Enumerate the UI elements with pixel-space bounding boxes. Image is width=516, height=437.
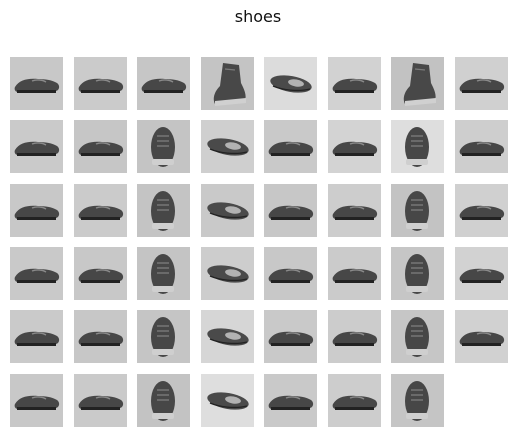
shoe-thumbnail bbox=[455, 57, 508, 110]
shoe-photo bbox=[405, 381, 429, 421]
shoe-thumbnail bbox=[201, 184, 254, 237]
shoe-thumbnail bbox=[201, 57, 254, 110]
shoe-photo bbox=[207, 392, 249, 410]
shoe-thumbnail bbox=[264, 120, 317, 173]
shoe-photo bbox=[405, 127, 429, 167]
shoe-photo bbox=[14, 395, 60, 410]
shoe-photo bbox=[332, 331, 378, 346]
shoe-thumbnail bbox=[391, 247, 444, 300]
shoe-thumbnail bbox=[74, 184, 127, 237]
shoe-thumbnail bbox=[455, 120, 508, 173]
shoe-photo bbox=[268, 205, 314, 220]
shoe-thumbnail bbox=[201, 374, 254, 427]
shoe-photo bbox=[332, 205, 378, 220]
shoe-photo bbox=[151, 317, 175, 357]
shoe-thumbnail bbox=[137, 247, 190, 300]
shoe-thumbnail bbox=[455, 184, 508, 237]
shoe-thumbnail bbox=[74, 57, 127, 110]
shoe-thumbnail bbox=[10, 120, 63, 173]
shoe-photo bbox=[268, 268, 314, 283]
shoe-thumbnail bbox=[137, 310, 190, 363]
shoe-photo bbox=[207, 265, 249, 283]
shoe-thumbnail bbox=[74, 374, 127, 427]
shoe-thumbnail bbox=[10, 57, 63, 110]
shoe-thumbnail bbox=[74, 310, 127, 363]
shoe-thumbnail bbox=[201, 120, 254, 173]
shoe-thumbnail bbox=[264, 247, 317, 300]
shoe-photo bbox=[151, 381, 175, 421]
shoe-photo bbox=[207, 202, 249, 220]
shoe-thumbnail bbox=[328, 184, 381, 237]
shoe-photo bbox=[213, 63, 246, 106]
shoe-thumbnail bbox=[455, 247, 508, 300]
shoe-photo bbox=[332, 268, 378, 283]
shoe-photo bbox=[151, 191, 175, 231]
shoe-photo bbox=[459, 205, 505, 220]
shoe-thumbnail bbox=[10, 310, 63, 363]
shoe-photo bbox=[405, 254, 429, 294]
shoe-photo bbox=[151, 254, 175, 294]
shoe-thumbnail bbox=[328, 374, 381, 427]
shoe-thumbnail bbox=[74, 247, 127, 300]
shoe-thumbnail bbox=[391, 310, 444, 363]
shoe-photo bbox=[141, 78, 187, 93]
shoe-photo bbox=[78, 395, 124, 410]
shoe-photo bbox=[332, 395, 378, 410]
shoe-thumbnail bbox=[455, 310, 508, 363]
shoe-thumbnail bbox=[201, 247, 254, 300]
shoe-photo bbox=[403, 63, 436, 106]
shoe-photo bbox=[459, 78, 505, 93]
shoe-photo bbox=[14, 331, 60, 346]
shoe-thumbnail bbox=[137, 120, 190, 173]
shoe-thumbnail bbox=[10, 374, 63, 427]
shoe-photo bbox=[78, 205, 124, 220]
shoe-photo bbox=[207, 328, 249, 346]
shoe-thumbnail bbox=[137, 374, 190, 427]
shoe-photo bbox=[14, 78, 60, 93]
shoe-thumbnail bbox=[391, 57, 444, 110]
shoe-thumbnail bbox=[10, 247, 63, 300]
shoe-photo bbox=[459, 268, 505, 283]
shoe-photo bbox=[270, 75, 312, 93]
shoe-photo bbox=[14, 205, 60, 220]
shoe-photo bbox=[268, 395, 314, 410]
shoe-thumbnail bbox=[328, 120, 381, 173]
shoe-photo bbox=[459, 141, 505, 156]
shoe-photo bbox=[405, 317, 429, 357]
shoe-photo bbox=[332, 78, 378, 93]
shoe-photo bbox=[14, 141, 60, 156]
shoe-photo bbox=[332, 141, 378, 156]
shoe-thumbnail bbox=[391, 184, 444, 237]
shoe-thumbnail bbox=[74, 120, 127, 173]
shoe-thumbnail bbox=[264, 310, 317, 363]
shoe-thumbnail bbox=[391, 374, 444, 427]
shoe-thumbnail bbox=[137, 184, 190, 237]
shoe-photo bbox=[405, 191, 429, 231]
shoe-thumbnail bbox=[264, 184, 317, 237]
shoe-photo bbox=[78, 78, 124, 93]
shoe-thumbnail bbox=[264, 57, 317, 110]
shoe-thumbnail bbox=[264, 374, 317, 427]
shoe-thumbnail bbox=[137, 57, 190, 110]
figure-title: shoes bbox=[234, 7, 282, 26]
shoe-thumbnail bbox=[201, 310, 254, 363]
shoe-photo bbox=[151, 127, 175, 167]
shoe-thumbnail bbox=[10, 184, 63, 237]
shoe-photo bbox=[78, 331, 124, 346]
shoe-thumbnail bbox=[328, 310, 381, 363]
shoe-thumbnail bbox=[328, 57, 381, 110]
shoe-photo bbox=[268, 141, 314, 156]
shoe-photo bbox=[78, 268, 124, 283]
shoe-thumbnail bbox=[328, 247, 381, 300]
shoe-photo bbox=[459, 331, 505, 346]
shoe-photo bbox=[78, 141, 124, 156]
shoe-photo bbox=[14, 268, 60, 283]
shoe-photo bbox=[207, 138, 249, 156]
shoe-photo bbox=[268, 331, 314, 346]
shoe-thumbnail bbox=[391, 120, 444, 173]
